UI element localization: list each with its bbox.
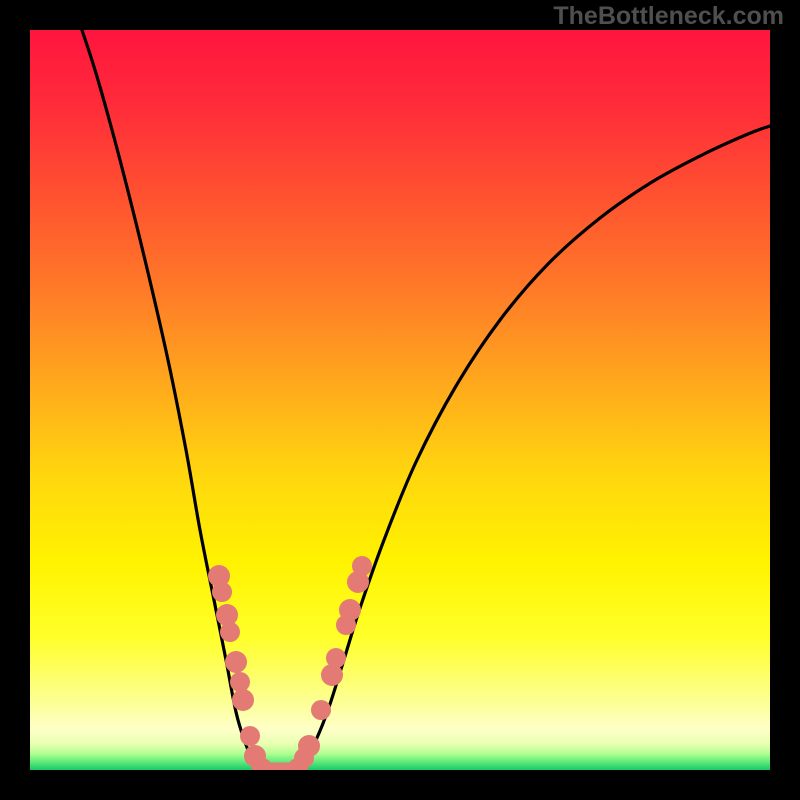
marker-right-4	[321, 664, 343, 686]
marker-right-3	[311, 700, 331, 720]
frame-border-left	[0, 0, 30, 800]
marker-left-6	[232, 689, 254, 711]
marker-left-7	[240, 726, 260, 746]
curve-right	[298, 126, 770, 768]
marker-right-5	[326, 648, 346, 668]
marker-left-3	[220, 622, 240, 642]
attribution-text: TheBottleneck.com	[553, 2, 784, 31]
chart-overlay	[0, 0, 800, 800]
marker-right-2	[298, 735, 320, 757]
marker-right-7	[339, 599, 361, 621]
marker-left-5	[230, 672, 250, 692]
marker-right-9	[352, 556, 372, 576]
marker-left-4	[225, 651, 247, 673]
marker-left-1	[212, 582, 232, 602]
frame-border-bottom	[0, 770, 800, 800]
chart-canvas: TheBottleneck.com	[0, 0, 800, 800]
frame-border-right	[770, 0, 800, 800]
